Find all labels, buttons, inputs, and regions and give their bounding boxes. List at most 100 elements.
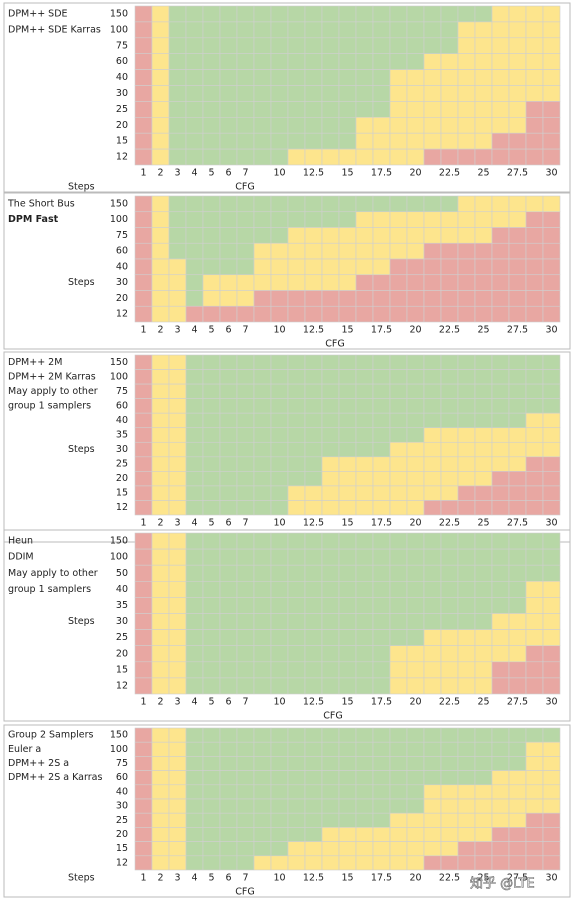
cell xyxy=(440,812,459,828)
cell xyxy=(134,456,153,472)
sampler-label: DPM++ SDE Karras xyxy=(8,24,101,35)
cell xyxy=(304,812,323,828)
cell xyxy=(440,274,459,291)
cell xyxy=(423,827,442,842)
cell xyxy=(287,855,306,871)
cell xyxy=(355,148,374,166)
cell xyxy=(168,532,187,550)
cell xyxy=(219,211,238,228)
cell xyxy=(508,290,527,307)
cfg-label: 27.5 xyxy=(507,697,528,708)
cell xyxy=(406,548,425,566)
cell xyxy=(219,412,238,429)
cell xyxy=(134,841,153,857)
cell xyxy=(355,290,374,307)
cell xyxy=(202,580,221,598)
cell xyxy=(236,258,255,276)
cell xyxy=(202,770,221,786)
cell xyxy=(491,770,510,786)
cell xyxy=(321,629,340,646)
cell xyxy=(270,101,289,118)
cell xyxy=(491,383,510,399)
cell xyxy=(202,85,221,102)
cfg-axis-label: CFG xyxy=(235,182,254,193)
cell xyxy=(134,383,153,399)
cell xyxy=(304,645,323,663)
cell xyxy=(236,427,255,443)
cell xyxy=(134,471,153,487)
cell xyxy=(304,53,323,70)
cell xyxy=(525,69,544,86)
cell xyxy=(542,37,561,54)
cell xyxy=(338,485,357,501)
cell xyxy=(355,132,374,150)
cell xyxy=(134,398,153,414)
cell xyxy=(355,471,374,487)
cell xyxy=(287,629,306,646)
cell xyxy=(440,305,459,323)
cell xyxy=(151,629,170,646)
cell xyxy=(287,85,306,102)
cell xyxy=(338,532,357,550)
cell xyxy=(440,756,459,771)
cell xyxy=(202,5,221,23)
cell xyxy=(423,441,442,458)
cell xyxy=(389,500,408,516)
cfg-label: 5 xyxy=(208,873,214,884)
cell xyxy=(525,784,544,800)
cell xyxy=(491,485,510,501)
cell xyxy=(491,37,510,54)
cell xyxy=(355,274,374,291)
cell xyxy=(423,101,442,118)
cell xyxy=(236,148,255,166)
cell xyxy=(321,412,340,429)
cell xyxy=(406,5,425,23)
cell xyxy=(134,85,153,102)
cell xyxy=(287,727,306,743)
cell xyxy=(134,500,153,516)
step-label: 75 xyxy=(116,386,128,397)
cell xyxy=(542,597,561,614)
cell xyxy=(168,242,187,260)
cell xyxy=(304,69,323,86)
cell xyxy=(474,258,493,276)
cell xyxy=(423,798,442,814)
cell xyxy=(491,613,510,630)
cell xyxy=(542,117,561,134)
cell xyxy=(287,756,306,771)
cell xyxy=(389,855,408,871)
cell xyxy=(202,290,221,307)
cell xyxy=(287,383,306,399)
cell xyxy=(304,485,323,501)
cell xyxy=(338,629,357,646)
cfg-label: 22.5 xyxy=(439,873,460,884)
cell xyxy=(474,500,493,516)
cell xyxy=(134,132,153,150)
cell xyxy=(151,85,170,102)
cell xyxy=(202,855,221,871)
cell xyxy=(372,290,391,307)
cell xyxy=(151,580,170,598)
cell xyxy=(134,580,153,598)
cell xyxy=(304,412,323,429)
cell xyxy=(236,441,255,458)
cell xyxy=(338,274,357,291)
cfg-label: 3 xyxy=(174,873,180,884)
cell xyxy=(236,661,255,679)
sampler-label: May apply to other xyxy=(8,568,98,579)
cell xyxy=(440,412,459,429)
cell xyxy=(508,770,527,786)
cell xyxy=(236,770,255,786)
cell xyxy=(321,770,340,786)
cell xyxy=(134,756,153,771)
cell xyxy=(355,242,374,260)
cell xyxy=(151,500,170,516)
cell xyxy=(304,677,323,695)
cfg-label: 6 xyxy=(225,325,231,336)
cell xyxy=(168,456,187,472)
cell xyxy=(389,132,408,150)
cfg-label: 30 xyxy=(545,518,557,529)
cell xyxy=(406,645,425,663)
cell xyxy=(253,827,272,842)
cell xyxy=(253,369,272,385)
